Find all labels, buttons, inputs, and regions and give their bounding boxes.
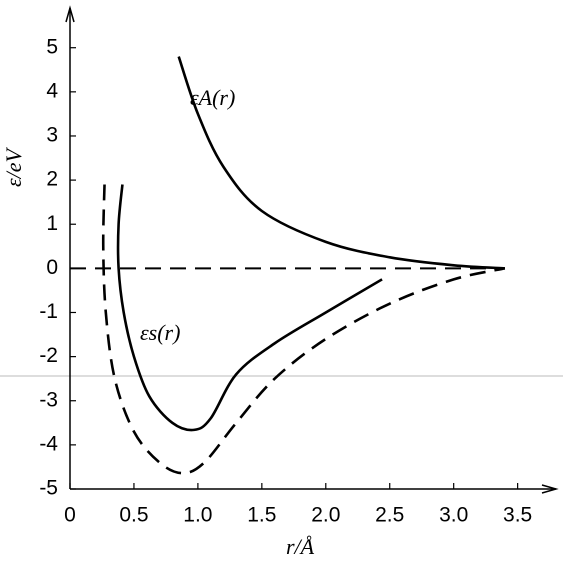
x-tick-label: 1.5 bbox=[247, 504, 276, 527]
y-tick-label: -2 bbox=[39, 344, 58, 367]
y-axis-arrow bbox=[65, 5, 75, 23]
curve bbox=[177, 56, 505, 270]
curve bbox=[101, 184, 506, 475]
y-axis-label: ε/eV bbox=[1, 146, 26, 187]
y-tick-label: -1 bbox=[39, 300, 58, 323]
series-label: εs(r) bbox=[140, 320, 180, 345]
x-axis-label: r/Å bbox=[286, 534, 315, 559]
x-tick-label: 2.0 bbox=[311, 504, 340, 527]
x-tick-label: 0.5 bbox=[119, 504, 148, 527]
y-tick-label: 3 bbox=[46, 124, 58, 147]
y-tick-label: 5 bbox=[46, 35, 58, 58]
x-tick-label: 3.0 bbox=[439, 504, 468, 527]
x-tick-label: 2.5 bbox=[375, 504, 404, 527]
x-tick-label: 1.0 bbox=[183, 504, 212, 527]
series-label: εA(r) bbox=[190, 85, 235, 110]
x-tick-label: 0 bbox=[64, 504, 76, 527]
y-tick-label: 4 bbox=[46, 79, 58, 102]
x-tick-label: 3.5 bbox=[503, 504, 532, 527]
y-tick-label: 1 bbox=[46, 212, 58, 235]
y-tick-label: -5 bbox=[39, 477, 58, 500]
y-tick-label: -4 bbox=[39, 432, 58, 455]
y-tick-label: 2 bbox=[46, 168, 58, 191]
x-axis-arrow bbox=[541, 484, 559, 494]
y-tick-label: -3 bbox=[39, 388, 58, 411]
curve bbox=[116, 184, 383, 432]
y-tick-label: 0 bbox=[46, 256, 58, 279]
